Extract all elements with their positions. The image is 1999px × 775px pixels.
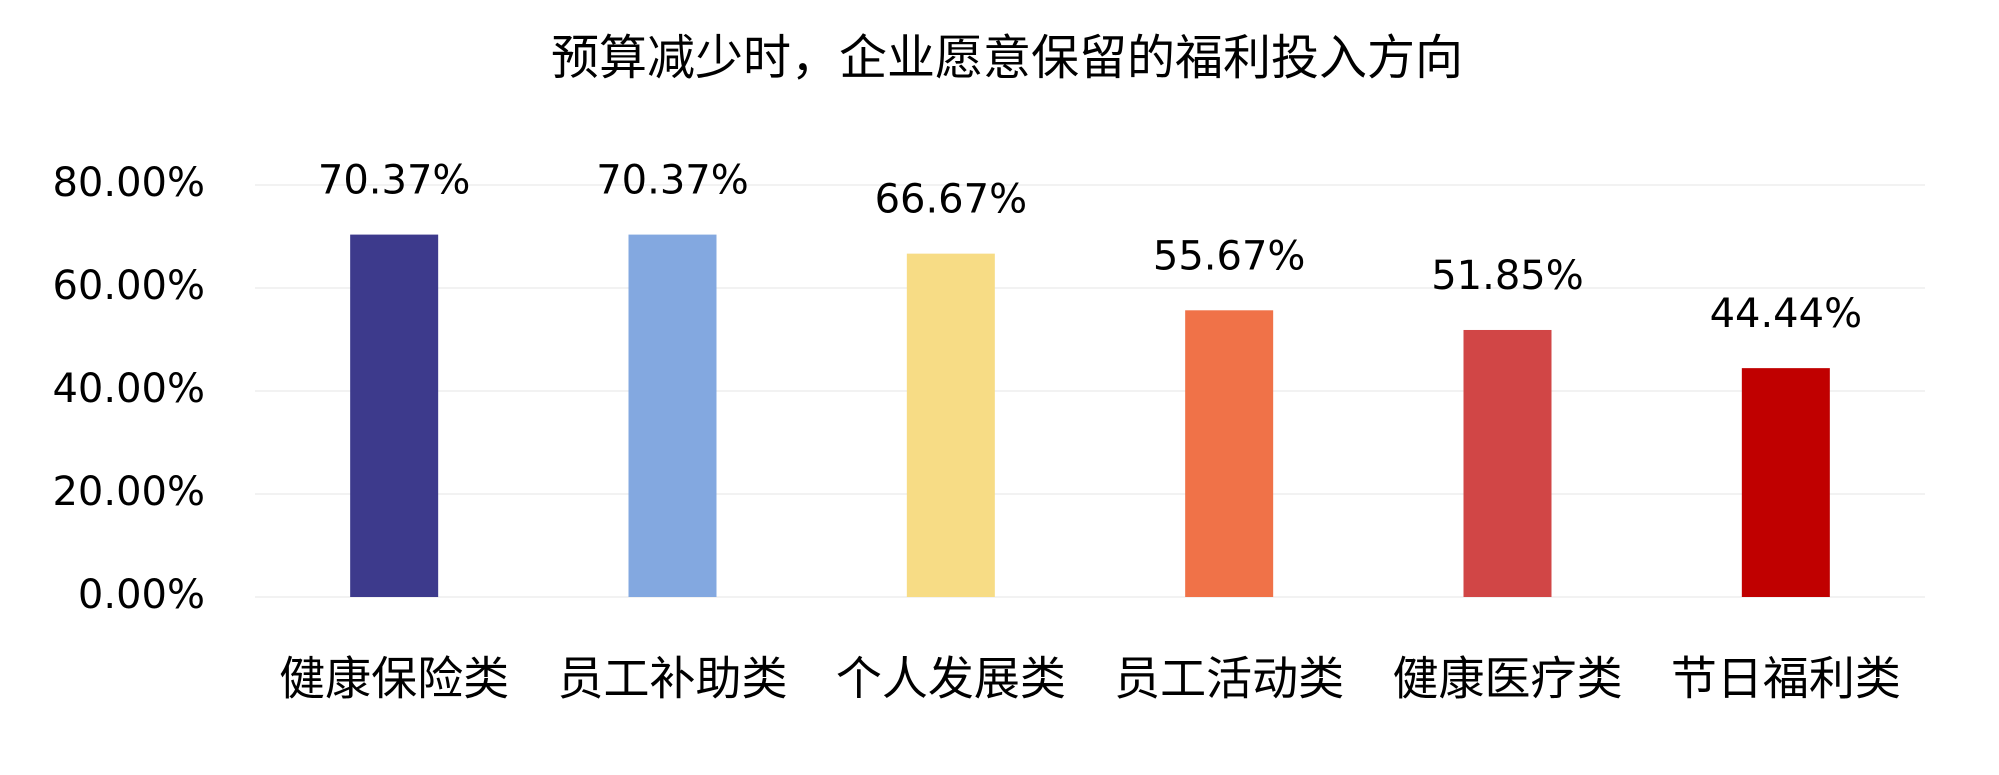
value-label: 70.37% [318, 158, 471, 204]
x-tick-label: 员工补助类 [558, 652, 788, 706]
value-label: 55.67% [1153, 233, 1306, 279]
x-tick-label: 个人发展类 [836, 652, 1066, 706]
bar [1185, 310, 1274, 597]
x-tick-label: 员工活动类 [1114, 652, 1344, 706]
y-tick-label: 80.00% [52, 160, 205, 206]
y-tick-label: 40.00% [52, 366, 205, 412]
x-tick-label: 健康医疗类 [1393, 652, 1623, 706]
bar [1741, 368, 1830, 597]
y-tick-label: 60.00% [52, 263, 205, 309]
value-label: 66.67% [875, 177, 1028, 223]
chart-title: 预算减少时，企业愿意保留的福利投入方向 [551, 30, 1463, 86]
value-label: 70.37% [596, 158, 749, 204]
bar [906, 253, 995, 597]
value-label: 51.85% [1431, 253, 1584, 299]
bar [1463, 329, 1552, 597]
bar [350, 234, 439, 598]
y-tick-label: 0.00% [78, 572, 205, 618]
y-tick-label: 20.00% [52, 469, 205, 515]
x-tick-label: 健康保险类 [279, 652, 509, 706]
x-tick-label: 节日福利类 [1671, 652, 1901, 706]
bar [628, 234, 717, 598]
value-label: 44.44% [1710, 291, 1863, 337]
